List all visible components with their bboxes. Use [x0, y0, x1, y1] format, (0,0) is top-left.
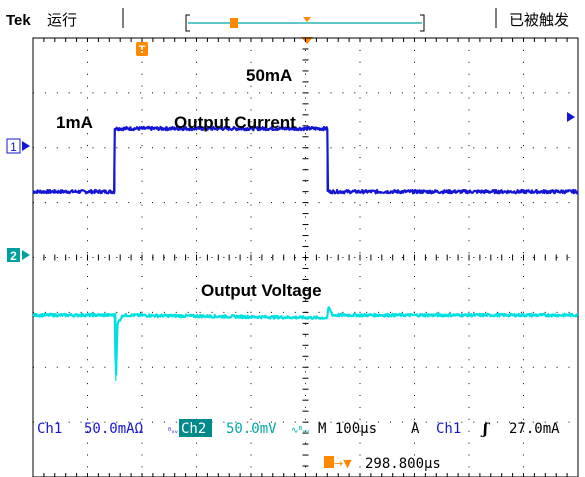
brand-label: Tek [6, 12, 31, 29]
ch2-pointer-icon [22, 250, 30, 260]
waveforms [32, 125, 579, 381]
ch1-label: Ch1 [37, 421, 62, 437]
ch1-marker: 1 [6, 138, 30, 154]
ch1-bw-icon: ᴮᵥᵥ [168, 426, 178, 435]
trigger-position-readout: →▼ 298.800µs [324, 456, 441, 472]
record-center-icon [303, 17, 311, 22]
level-high-label: 50mA [246, 66, 292, 85]
ch2-label: Ch2 [181, 421, 206, 437]
ch2-badge [179, 419, 212, 437]
ch2-marker-text: 2 [10, 249, 17, 263]
horizontal-center-icon [301, 37, 313, 44]
ch2-coupling-icon: ∿ᴮᵥᵥ [291, 426, 310, 436]
trigger-source: Ch1 [436, 421, 461, 437]
timebase: M 100µs [318, 421, 377, 437]
trigger-position-value: 298.800µs [365, 456, 441, 472]
ch2-marker: 2 [7, 248, 30, 263]
ch1-marker-box [6, 138, 21, 154]
graticule [32, 37, 579, 477]
ch2-trace [32, 306, 579, 376]
trigger-state-label: 已被触发 [509, 11, 569, 29]
ch2-marker-box [7, 248, 20, 262]
level-low-label: 1mA [56, 113, 93, 132]
output-voltage-label: Output Voltage [201, 281, 322, 300]
ch1-trace [32, 125, 579, 195]
run-state-label: 运行 [47, 11, 77, 29]
trigger-t-icon [136, 42, 148, 56]
ch1-pointer-icon [22, 141, 30, 151]
trigger-mode: A [411, 421, 420, 437]
trigger-level-icon [567, 112, 575, 122]
header-bar: Tek 运行 已被触发 [6, 8, 569, 32]
trigger-level: 27.0mA [509, 421, 560, 437]
ch1-scale: 50.0mAΩ [84, 421, 143, 437]
record-position-bar [185, 14, 425, 32]
readout-bar: Ch1 50.0mAΩ ᴮᵥᵥ Ch2 50.0mV ∿ᴮᵥᵥ M 100µs … [37, 419, 560, 438]
trigger-slope-icon: ʃ [480, 420, 491, 438]
trigger-position-marker: T [136, 37, 313, 56]
trigger-position-arrow: →▼ [334, 457, 352, 470]
record-trigger-icon [230, 18, 238, 28]
ch1-marker-text: 1 [10, 140, 17, 154]
output-current-label: Output Current [174, 113, 296, 132]
trigger-position-icon [324, 456, 334, 468]
ch2-scale: 50.0mV [226, 421, 277, 437]
